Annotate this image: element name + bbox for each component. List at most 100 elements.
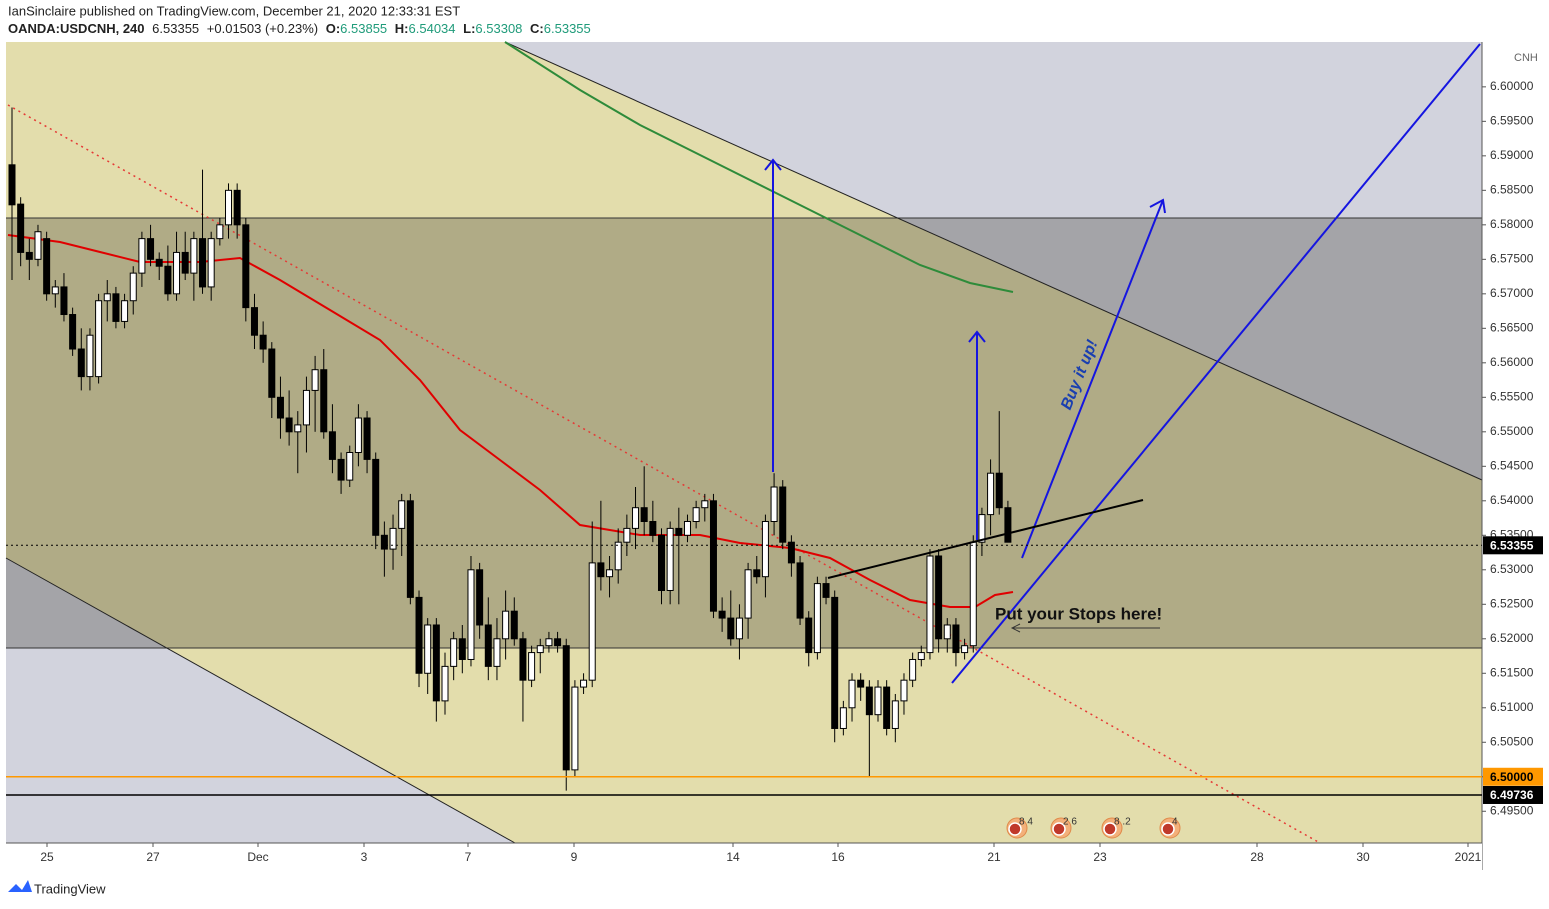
candle-body [597, 562, 605, 578]
candle-body [77, 348, 85, 378]
candle-body [60, 286, 68, 316]
plot [8, 107, 1012, 791]
last: 6.53355 [152, 21, 199, 36]
arrow-head [1149, 198, 1166, 214]
price-badge-label: 6.49736 [1490, 788, 1534, 802]
x-tick-label: 23 [1093, 850, 1107, 864]
candle-body [450, 638, 458, 667]
candle-body [632, 507, 640, 529]
candle-body [363, 417, 371, 460]
candle-body [207, 238, 215, 288]
candle-body [649, 520, 657, 536]
candle-body [406, 500, 414, 598]
price-axis [1482, 42, 1549, 870]
o-label: O: [326, 21, 340, 36]
event-label: 8 4 [1019, 817, 1033, 828]
candle-body [129, 272, 137, 302]
candle-body [155, 258, 163, 267]
candle-body [69, 314, 77, 350]
candle-body [389, 527, 397, 550]
candle-body [164, 265, 172, 295]
candle-body [917, 652, 925, 660]
candle-body [883, 686, 891, 729]
candle-body [545, 638, 553, 647]
event-label: 8 .2 [1114, 817, 1131, 828]
pointer-head [1010, 623, 1021, 633]
x-tick-label: 3 [361, 850, 368, 864]
candle-body [813, 583, 821, 654]
candle-body [51, 286, 59, 295]
ma-200 [504, 41, 1014, 293]
y-tick-label: 6.60000 [1490, 79, 1534, 93]
event-flag [1103, 822, 1117, 836]
candle-body [380, 534, 388, 550]
candle-body [467, 569, 475, 660]
candle-body [744, 569, 752, 619]
candle-body [294, 424, 302, 433]
trend-line [7, 104, 1321, 844]
candle-body [328, 431, 336, 460]
candle-body [606, 569, 614, 578]
candle-body [536, 645, 544, 654]
candle-body [138, 238, 146, 274]
candle-body [822, 583, 830, 598]
y-tick-label: 6.57500 [1490, 251, 1534, 265]
arrow-head [764, 158, 782, 171]
x-tick-label: 14 [726, 850, 740, 864]
candle-body [554, 638, 562, 647]
y-tick-label: 6.51500 [1490, 665, 1534, 679]
candle-body [415, 596, 423, 674]
candle-body [441, 665, 449, 702]
candle-body [302, 389, 310, 426]
x-tick-label: 21 [987, 850, 1001, 864]
candle-body [398, 500, 406, 529]
candle-body [978, 514, 986, 543]
candle-body [926, 555, 934, 654]
candle-body [987, 472, 995, 516]
candle-body [476, 569, 484, 626]
symbol: OANDA:USDCNH, 240 [8, 21, 145, 36]
price-badge-label: 6.53355 [1490, 538, 1534, 552]
header-line: OANDA:USDCNH, 240 6.53355 +0.01503 (+0.2… [8, 21, 591, 36]
candle-body [190, 238, 198, 274]
candle-body [969, 541, 977, 647]
candle-body [121, 300, 129, 322]
candle-body [147, 238, 155, 260]
candle-body [1004, 507, 1012, 543]
price-badge [1483, 536, 1543, 555]
neckline [827, 499, 1144, 579]
event-label: 2 6 [1063, 817, 1077, 828]
candle-body [528, 652, 536, 681]
candle-body [727, 617, 735, 640]
x-tick-label: 30 [1356, 850, 1370, 864]
candle-body [276, 396, 284, 419]
arrow-head [968, 330, 986, 343]
o-value: 6.53855 [340, 21, 387, 36]
candle-body [831, 596, 839, 729]
candle-body [510, 610, 518, 640]
event-flag [1052, 822, 1066, 836]
x-tick-label: Dec [247, 850, 268, 864]
candle-body [17, 203, 25, 253]
candle-body [259, 334, 267, 350]
candle-body [857, 679, 865, 688]
y-tick-label: 6.58500 [1490, 183, 1534, 197]
y-tick-label: 6.56500 [1490, 320, 1534, 334]
candle-body [796, 562, 804, 619]
candle-body [519, 638, 527, 681]
candle-body [692, 507, 700, 522]
candle-body [961, 645, 969, 654]
candle-body [112, 293, 120, 322]
y-tick-label: 6.59500 [1490, 114, 1534, 128]
candle-body [86, 334, 94, 378]
candle-body [502, 610, 510, 640]
candle-body [562, 645, 570, 771]
event-flag [1008, 822, 1022, 836]
candle-body [8, 164, 16, 206]
x-tick-label: 16 [831, 850, 845, 864]
y-tick-label: 6.54000 [1490, 493, 1534, 507]
time-axis [6, 843, 1482, 870]
candle-body [709, 500, 717, 612]
candle-body [199, 238, 207, 288]
